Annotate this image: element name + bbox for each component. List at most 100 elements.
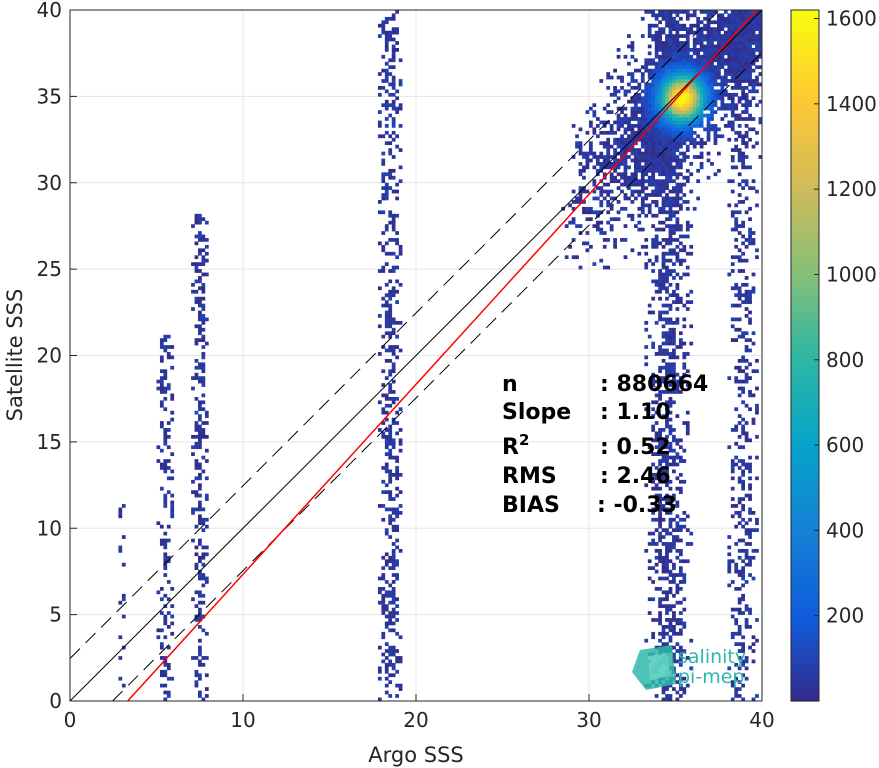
- density-cell: [713, 51, 718, 56]
- density-cell: [682, 365, 687, 370]
- density-cell: [204, 694, 209, 698]
- density-cell: [201, 614, 206, 619]
- density-cell: [665, 618, 669, 622]
- density-cell: [647, 141, 652, 146]
- density-cell: [388, 645, 393, 650]
- density-cell: [194, 614, 199, 619]
- density-cell: [741, 251, 745, 256]
- density-cell: [661, 179, 666, 184]
- density-cell: [395, 213, 399, 218]
- density-cell: [672, 355, 676, 360]
- density-cell: [696, 141, 701, 146]
- density-cell: [744, 34, 749, 38]
- density-cell: [398, 687, 403, 691]
- density-cell: [578, 127, 583, 132]
- density-cell: [741, 483, 745, 488]
- density-cell: [696, 54, 701, 59]
- colorbar-segment: [791, 142, 819, 149]
- density-cell: [644, 483, 649, 488]
- density-cell: [381, 573, 386, 577]
- density-cell: [727, 569, 732, 574]
- density-cell: [388, 628, 393, 633]
- density-cell: [170, 604, 175, 609]
- density-cell: [748, 455, 752, 460]
- density-cell: [675, 172, 680, 177]
- colorbar-segment: [791, 73, 819, 80]
- density-cell: [703, 58, 707, 63]
- density-cell: [668, 486, 673, 491]
- density-cell: [678, 300, 683, 304]
- density-cell: [734, 13, 739, 18]
- density-cell: [678, 144, 683, 149]
- density-cell: [678, 600, 683, 605]
- density-cell: [668, 396, 673, 401]
- density-cell: [654, 82, 659, 87]
- density-cell: [644, 10, 649, 14]
- density-cell: [661, 479, 666, 484]
- density-cell: [682, 573, 687, 577]
- density-cell: [595, 168, 600, 173]
- density-cell: [748, 338, 752, 342]
- density-cell: [675, 65, 680, 70]
- density-cell: [675, 196, 680, 201]
- density-cell: [651, 37, 656, 42]
- density-cell: [633, 99, 638, 104]
- density-cell: [665, 51, 669, 56]
- density-cell: [730, 303, 735, 308]
- density-cell: [661, 79, 666, 83]
- density-cell: [668, 448, 673, 453]
- density-cell: [737, 75, 742, 80]
- density-cell: [602, 130, 607, 135]
- density-cell: [737, 182, 742, 187]
- density-cell: [658, 586, 662, 591]
- stat-r2-base: R: [502, 435, 519, 460]
- density-cell: [609, 75, 614, 80]
- density-cell: [665, 403, 669, 408]
- density-cell: [682, 559, 687, 564]
- density-cell: [609, 179, 614, 184]
- density-cell: [675, 130, 680, 135]
- density-cell: [741, 179, 745, 184]
- density-cell: [744, 365, 749, 370]
- density-cell: [395, 683, 399, 688]
- density-cell: [647, 137, 652, 142]
- colorbar-segment: [791, 136, 819, 144]
- density-cell: [727, 54, 732, 59]
- density-cell: [665, 65, 669, 70]
- density-cell: [744, 552, 749, 557]
- density-cell: [668, 251, 673, 256]
- density-cell: [198, 611, 202, 615]
- density-cell: [654, 189, 659, 194]
- density-cell: [699, 37, 704, 42]
- density-cell: [678, 117, 683, 121]
- density-cell: [647, 597, 652, 602]
- density-cell: [661, 555, 666, 560]
- density-cell: [204, 656, 209, 660]
- density-cell: [672, 327, 676, 332]
- density-cell: [668, 531, 673, 536]
- density-cell: [744, 438, 749, 443]
- density-cell: [665, 13, 669, 18]
- density-cell: [755, 434, 759, 439]
- density-cell: [166, 383, 171, 387]
- density-cell: [194, 255, 199, 260]
- density-cell: [734, 92, 739, 97]
- density-cell: [672, 580, 676, 584]
- density-cell: [668, 203, 673, 208]
- density-cell: [755, 248, 759, 253]
- density-cell: [633, 58, 638, 63]
- density-cell: [658, 130, 662, 135]
- density-cell: [734, 144, 739, 149]
- density-cell: [585, 210, 590, 215]
- density-cell: [658, 141, 662, 146]
- density-cell: [741, 92, 745, 97]
- density-cell: [665, 642, 669, 647]
- density-cell: [696, 79, 701, 83]
- density-cell: [388, 238, 393, 242]
- density-cell: [668, 545, 673, 550]
- density-cell: [675, 113, 680, 118]
- density-cell: [734, 227, 739, 232]
- density-cell: [737, 86, 742, 90]
- density-cell: [391, 155, 396, 159]
- density-cell: [734, 86, 739, 90]
